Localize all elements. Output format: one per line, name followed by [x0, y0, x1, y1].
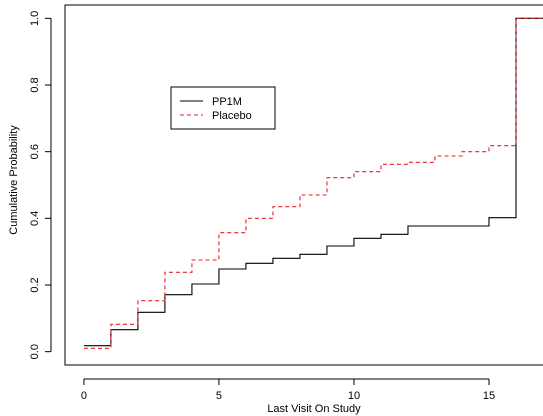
legend-box [170, 86, 276, 130]
x-tick-label: 0 [81, 390, 87, 402]
y-tick-label: 1.0 [29, 11, 41, 26]
series-line-pp1m [83, 17, 543, 347]
y-axis: 0.0 0.2 0.4 0.6 0.8 1.0 [29, 11, 52, 359]
y-tick-label: 0.6 [29, 144, 41, 159]
y-tick-label: 0.2 [29, 277, 41, 292]
x-tick-label: 5 [216, 390, 222, 402]
y-tick-label: 0.8 [29, 77, 41, 92]
x-tick-label: 15 [483, 390, 495, 402]
legend-label: Placebo [212, 110, 252, 122]
y-tick-label: 0.4 [29, 211, 41, 226]
plot-border [64, 4, 543, 366]
legend: PP1M Placebo [170, 86, 276, 130]
series-line-placebo [83, 17, 543, 349]
y-axis-title: Cumulative Probability [8, 125, 20, 235]
x-axis-title: Last Visit On Study [267, 403, 361, 415]
x-tick-label: 10 [348, 390, 360, 402]
legend-label: PP1M [212, 96, 242, 108]
x-axis: 0 5 10 15 [81, 378, 495, 402]
plot-area [64, 4, 543, 366]
series-layer [83, 17, 543, 349]
y-tick-label: 0.0 [29, 344, 41, 359]
